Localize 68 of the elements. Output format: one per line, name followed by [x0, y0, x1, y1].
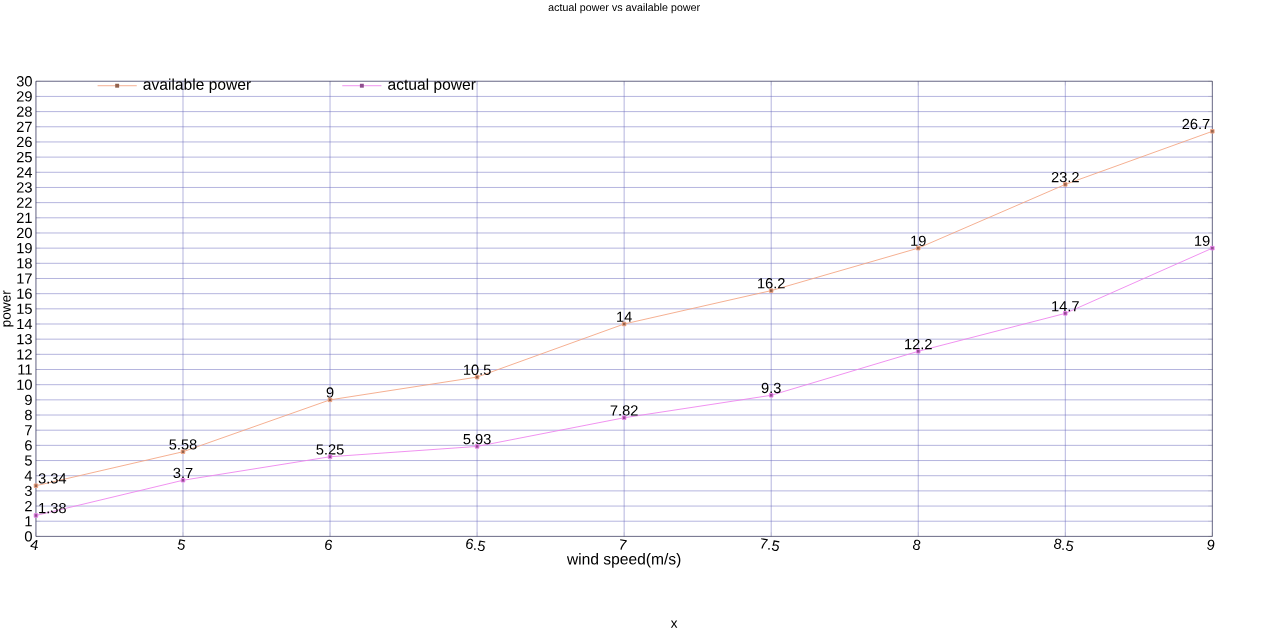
y-tick-label: 23: [16, 182, 32, 193]
data-label: 23.2: [1051, 171, 1079, 183]
text: x: [670, 620, 678, 628]
legend-label: actual power: [388, 78, 476, 94]
y-tick-label: 17: [17, 273, 32, 284]
data-label: 7.82: [610, 405, 638, 416]
chart-title: actual power vs available power: [548, 3, 700, 14]
y-tick-label: 12: [17, 349, 32, 360]
data-label: 14.7: [1052, 301, 1079, 312]
data-label: 9: [326, 387, 334, 398]
x-tick-label: 9: [1207, 539, 1215, 551]
y-tick-label: 5: [24, 455, 32, 466]
y-tick-label: 21: [16, 212, 32, 223]
y-tick-label: 6: [25, 440, 32, 451]
y-tick-label: 8: [25, 409, 32, 421]
point: [1210, 245, 1215, 251]
y-tick-label: 15: [17, 303, 32, 314]
point: [33, 513, 39, 518]
point: [180, 478, 186, 483]
y-tick-label: 18: [17, 258, 32, 269]
y-tick-label: 29: [16, 91, 32, 102]
y-tick-label: 30: [16, 76, 32, 87]
x-tick-label: 6.5: [466, 538, 486, 552]
y-tick-label: 7: [25, 425, 32, 436]
data-label: 5.93: [463, 433, 491, 445]
x-tick-label: 7: [620, 539, 627, 550]
data-label: 9.3: [761, 382, 781, 394]
data-label: 3.7: [173, 467, 193, 479]
y-tick-label: 0: [24, 531, 32, 542]
legend-label: available power: [143, 78, 251, 94]
y-tick-label: 2: [25, 500, 32, 512]
point: [1210, 129, 1215, 134]
data-label: 5.25: [316, 444, 344, 455]
y-tick-label: 19: [17, 243, 32, 254]
data-label: 12.2: [905, 338, 932, 350]
data-label: 26.7: [1182, 118, 1210, 130]
y-tick-label: 28: [16, 106, 32, 117]
y-tick-label: 3: [24, 485, 32, 497]
y-tick-label: 4: [24, 470, 33, 481]
y-tick-label: 10: [17, 379, 32, 390]
x-tick-label: 7.5: [761, 538, 780, 551]
y-tick-label: 27: [16, 121, 32, 132]
y-tick-label: 24: [16, 167, 33, 178]
data-label: 3.34: [38, 473, 67, 484]
data-label: 10.5: [463, 364, 491, 375]
data-label: 14: [617, 311, 632, 322]
x-tick-label: 8.5: [1053, 538, 1074, 552]
data-label: 5.58: [169, 439, 197, 450]
y-tick-label: 16: [17, 288, 32, 299]
y-tick-label: 9: [25, 394, 32, 406]
y-tick-label: 1: [25, 516, 32, 527]
y-tick-label: 22: [16, 197, 32, 208]
y-tick-label: 14: [17, 319, 33, 330]
point: [33, 483, 39, 488]
y-tick-label: 20: [16, 227, 32, 239]
data-label: 19: [1195, 235, 1210, 247]
y-tick-label: 13: [17, 334, 32, 345]
y-axis-title: power: [3, 290, 14, 327]
data-label: 19: [911, 235, 926, 247]
y-tick-label: 11: [18, 364, 32, 375]
y-tick-label: 26: [16, 136, 32, 148]
x-tick-label: 6: [325, 539, 333, 551]
data-label: 16.2: [758, 278, 785, 289]
x-tick-label: 5: [177, 539, 186, 550]
y-tick-label: 25: [16, 151, 32, 163]
x-tick-label: 8: [912, 539, 921, 551]
x-axis-title: wind speed(m/s): [566, 553, 681, 568]
data-label: 1.38: [39, 502, 66, 514]
